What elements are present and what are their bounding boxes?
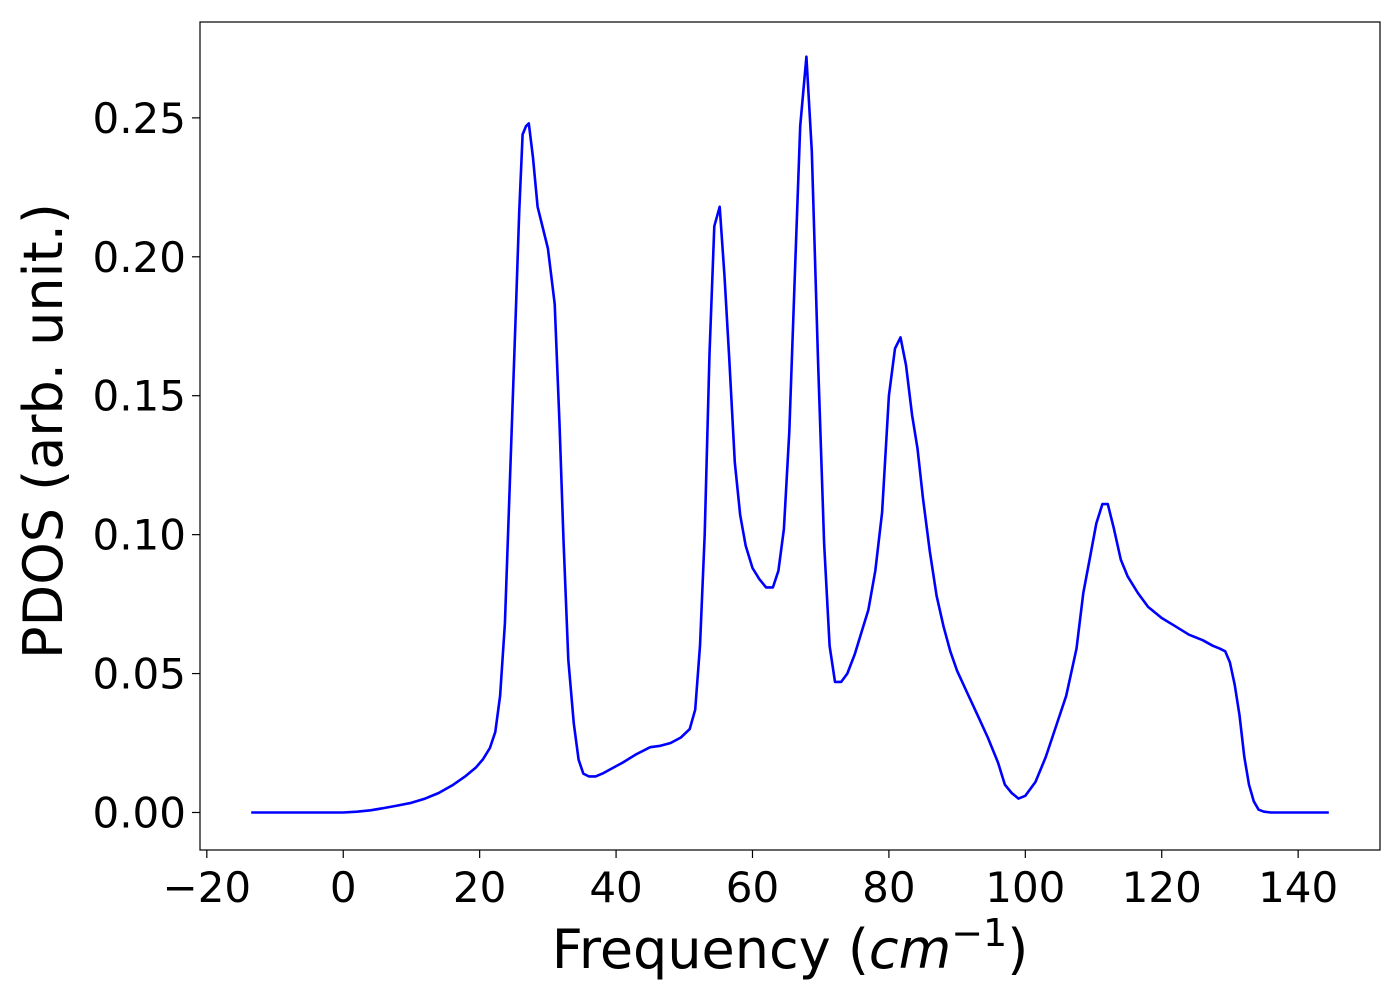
x-tick-label: 100 [985, 863, 1065, 912]
x-tick-label: 20 [453, 863, 506, 912]
x-tick-label: −20 [163, 863, 252, 912]
x-axis-label: Frequency (cm−1) [552, 911, 1029, 981]
x-tick-label: 140 [1258, 863, 1338, 912]
chart-canvas: −20 0 20 40 60 80 100 120 140 0.00 0.05 0.10 0.15 0.2… [12, 21, 1381, 981]
y-tick-label: 0.25 [92, 94, 186, 143]
x-tick-label: 40 [589, 863, 642, 912]
x-tick-label: 80 [862, 863, 915, 912]
x-axis-label-unit: cm [869, 918, 951, 981]
x-axis-label-exponent: −1 [951, 911, 1007, 955]
plot-frame [199, 21, 1381, 851]
x-tick-label: 0 [330, 863, 357, 912]
x-axis-label-text: Frequency ( [552, 918, 869, 981]
y-tick-label: 0.05 [92, 650, 186, 699]
x-tick-label: 120 [1122, 863, 1202, 912]
x-tick-label: 60 [726, 863, 779, 912]
y-tick-label: 0.15 [92, 372, 186, 421]
y-tick-label: 0.00 [92, 788, 186, 837]
y-axis-label: PDOS (arb. unit.) [12, 203, 75, 659]
series-line-0 [251, 55, 1329, 814]
y-tick-label: 0.20 [92, 233, 186, 282]
y-tick-label: 0.10 [92, 511, 186, 560]
x-axis-label-close: ) [1007, 918, 1028, 981]
